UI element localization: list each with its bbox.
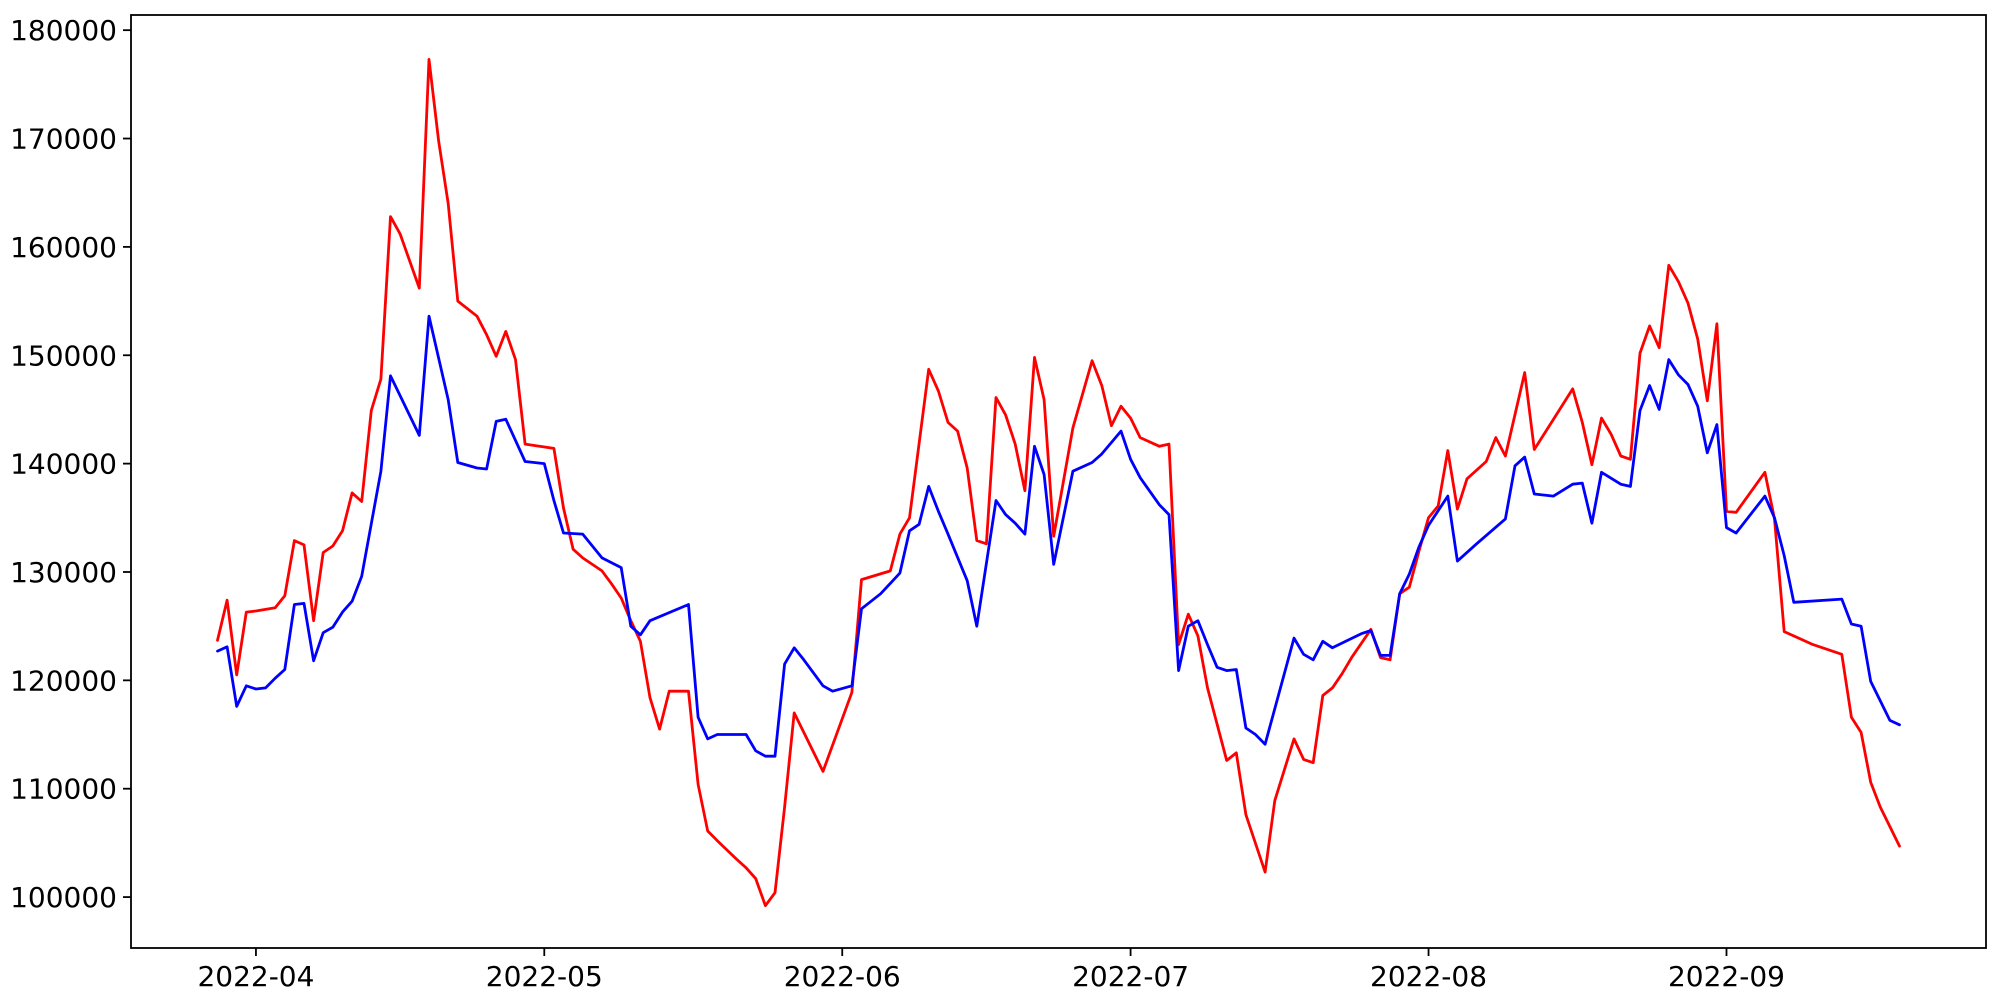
y-axis-ticks: 100000 110000 120000 130000 140000 150000 1600…	[10, 14, 131, 914]
y-tick-label: 130000	[10, 556, 117, 589]
x-tick-label: 2022-07	[1072, 960, 1189, 993]
x-tick-label: 2022-09	[1668, 960, 1785, 993]
blue-series-line	[216, 314, 1901, 758]
series-lines	[216, 58, 1901, 908]
plot-frame-group	[130, 14, 1987, 949]
x-tick-label: 2022-06	[784, 960, 901, 993]
x-tick-label: 2022-08	[1370, 960, 1487, 993]
y-tick-label: 180000	[10, 14, 117, 47]
y-tick-label: 100000	[10, 881, 117, 914]
x-axis-ticks: 2022-04 2022-05 2022-06 2022-07 2022-08 2022-…	[197, 948, 1785, 993]
y-tick-label: 160000	[10, 231, 117, 264]
red-series-line	[216, 58, 1901, 908]
y-tick-label: 120000	[10, 664, 117, 697]
plot-frame	[130, 14, 1987, 949]
x-tick-label: 2022-04	[197, 960, 314, 993]
y-tick-label: 150000	[10, 339, 117, 372]
y-tick-label: 110000	[10, 773, 117, 806]
y-tick-label: 170000	[10, 123, 117, 156]
x-tick-label: 2022-05	[486, 960, 603, 993]
y-tick-label: 140000	[10, 448, 117, 481]
